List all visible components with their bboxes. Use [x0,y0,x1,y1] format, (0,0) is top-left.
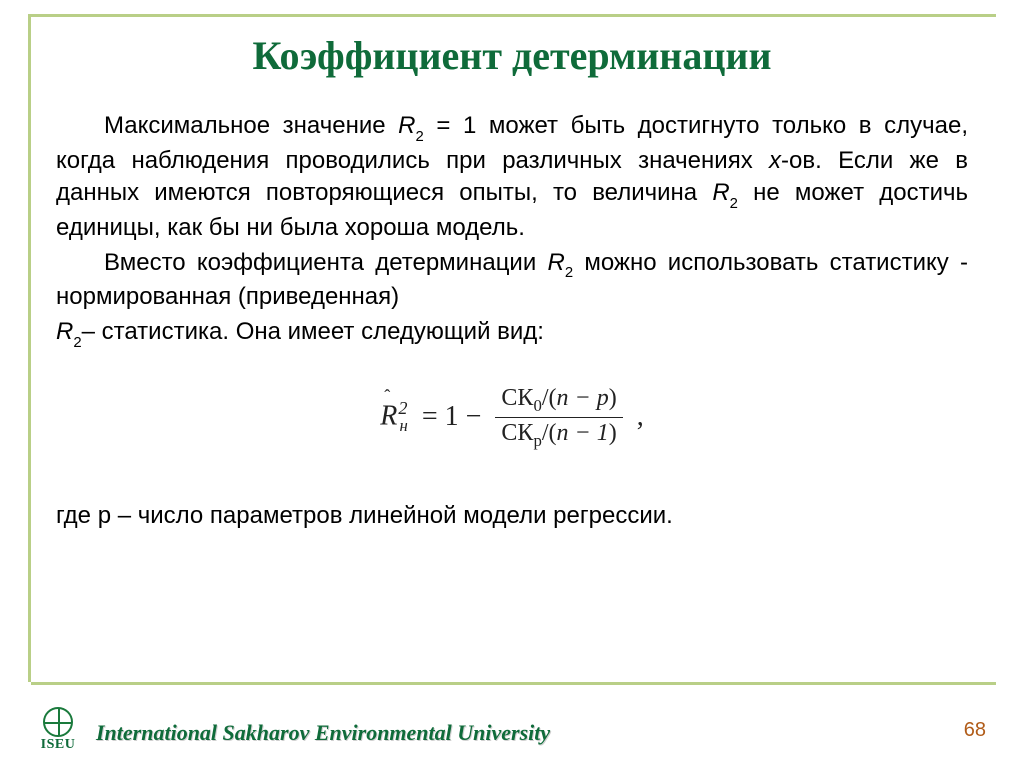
sub-n: н [400,416,408,435]
var-R: R [712,179,729,206]
globe-icon [43,707,73,737]
logo-text: ISEU [41,738,76,752]
slide: Коэффициент детерминации Максимальное зн… [0,0,1024,768]
sub-2: 2 [730,196,738,212]
sub-2: 2 [73,335,81,351]
slide-title: Коэффициент детерминации [50,32,974,79]
paragraph-1: Максимальное значение R2 = 1 может быть … [56,110,968,245]
formula: ˆ R2н = 1 − СК0/(n − p) СКр/(n − 1) , [56,385,968,450]
text: – статистика. Она имеет следующий вид: [82,318,544,345]
formula-lhs: ˆ R2н [380,396,408,438]
hat-accent: ˆ [384,384,390,408]
page-number: 68 [964,719,986,742]
var-R: R [398,112,415,139]
text: /( [542,420,557,446]
fraction-numerator: СК0/(n − p) [495,385,622,415]
formula-fraction: СК0/(n − p) СКр/(n − 1) [495,385,622,450]
var-R: R [56,318,73,345]
fraction-denominator: СКр/(n − 1) [495,420,622,450]
var-n1: n − 1 [557,420,609,446]
footer-org: International Sakharov Environmental Uni… [96,720,550,746]
paragraph-4: где p – число параметров линейной модели… [56,500,968,532]
var-R: R [547,249,564,276]
sub-2: 2 [565,265,573,281]
sub-p: р [533,431,541,450]
var-x: x [769,147,781,174]
paragraph-3: R2– статистика. Она имеет следующий вид: [56,316,968,351]
footer: ISEU International Sakharov Environmenta… [0,692,1024,752]
paragraph-2: Вместо коэффициента детерминации R2 можн… [56,247,968,314]
sub-0: 0 [533,395,541,414]
slide-body: Максимальное значение R2 = 1 может быть … [56,110,968,658]
text: ) [609,385,617,411]
formula-eq: = 1 − [422,398,482,436]
text: /( [542,385,557,411]
text: Максимальное значение [104,112,398,139]
sub-2: 2 [416,129,424,145]
text: ) [609,420,617,446]
logo-iseu: ISEU [34,700,82,752]
var-np: n − p [557,385,609,411]
text: СК [501,420,533,446]
fraction-bar [495,417,622,418]
formula-tail: , [637,398,644,436]
text: Вместо коэффициента детерминации [104,249,547,276]
text: СК [501,385,533,411]
